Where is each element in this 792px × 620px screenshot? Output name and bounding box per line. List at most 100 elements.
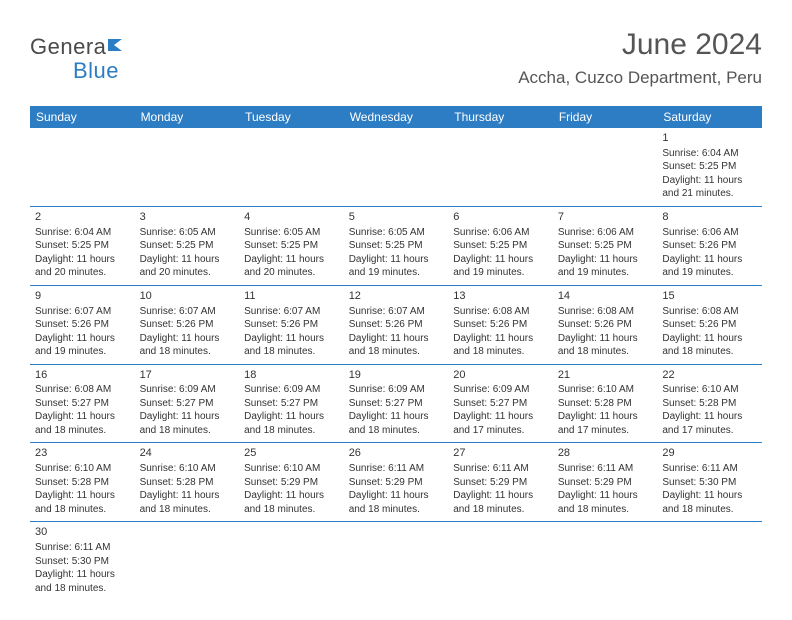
day-number: 17 <box>140 368 235 383</box>
calendar-day-cell: 20Sunrise: 6:09 AMSunset: 5:27 PMDayligh… <box>448 364 553 443</box>
daylight-text: Daylight: 11 hours and 18 minutes. <box>35 489 130 516</box>
sunset-text: Sunset: 5:26 PM <box>662 239 757 253</box>
calendar-empty-cell <box>344 522 449 600</box>
daylight-text: Daylight: 11 hours and 18 minutes. <box>244 489 339 516</box>
calendar-day-cell: 4Sunrise: 6:05 AMSunset: 5:25 PMDaylight… <box>239 206 344 285</box>
day-number: 16 <box>35 368 130 383</box>
day-number: 22 <box>662 368 757 383</box>
calendar-week-row: 30Sunrise: 6:11 AMSunset: 5:30 PMDayligh… <box>30 522 762 600</box>
calendar-day-cell: 3Sunrise: 6:05 AMSunset: 5:25 PMDaylight… <box>135 206 240 285</box>
calendar-day-cell: 18Sunrise: 6:09 AMSunset: 5:27 PMDayligh… <box>239 364 344 443</box>
sunrise-text: Sunrise: 6:07 AM <box>35 305 130 319</box>
sunrise-text: Sunrise: 6:05 AM <box>244 226 339 240</box>
calendar-day-cell: 8Sunrise: 6:06 AMSunset: 5:26 PMDaylight… <box>657 206 762 285</box>
calendar-empty-cell <box>135 128 240 206</box>
calendar-week-row: 2Sunrise: 6:04 AMSunset: 5:25 PMDaylight… <box>30 206 762 285</box>
daylight-text: Daylight: 11 hours and 18 minutes. <box>140 332 235 359</box>
calendar-day-cell: 12Sunrise: 6:07 AMSunset: 5:26 PMDayligh… <box>344 285 449 364</box>
calendar-table: SundayMondayTuesdayWednesdayThursdayFrid… <box>30 106 762 600</box>
day-number: 18 <box>244 368 339 383</box>
sunrise-text: Sunrise: 6:07 AM <box>140 305 235 319</box>
sunset-text: Sunset: 5:30 PM <box>662 476 757 490</box>
calendar-day-cell: 28Sunrise: 6:11 AMSunset: 5:29 PMDayligh… <box>553 443 658 522</box>
calendar-day-cell: 23Sunrise: 6:10 AMSunset: 5:28 PMDayligh… <box>30 443 135 522</box>
calendar-empty-cell <box>30 128 135 206</box>
calendar-week-row: 16Sunrise: 6:08 AMSunset: 5:27 PMDayligh… <box>30 364 762 443</box>
sunrise-text: Sunrise: 6:09 AM <box>349 383 444 397</box>
weekday-header: Thursday <box>448 106 553 128</box>
sunset-text: Sunset: 5:27 PM <box>453 397 548 411</box>
sunset-text: Sunset: 5:27 PM <box>140 397 235 411</box>
sunrise-text: Sunrise: 6:08 AM <box>662 305 757 319</box>
sunset-text: Sunset: 5:25 PM <box>35 239 130 253</box>
sunrise-text: Sunrise: 6:09 AM <box>244 383 339 397</box>
sunrise-text: Sunrise: 6:06 AM <box>662 226 757 240</box>
day-number: 30 <box>35 525 130 540</box>
calendar-day-cell: 9Sunrise: 6:07 AMSunset: 5:26 PMDaylight… <box>30 285 135 364</box>
calendar-empty-cell <box>553 522 658 600</box>
daylight-text: Daylight: 11 hours and 18 minutes. <box>35 568 130 595</box>
sunset-text: Sunset: 5:27 PM <box>244 397 339 411</box>
day-number: 7 <box>558 210 653 225</box>
sunset-text: Sunset: 5:28 PM <box>558 397 653 411</box>
calendar-day-cell: 22Sunrise: 6:10 AMSunset: 5:28 PMDayligh… <box>657 364 762 443</box>
day-number: 23 <box>35 446 130 461</box>
daylight-text: Daylight: 11 hours and 18 minutes. <box>558 332 653 359</box>
daylight-text: Daylight: 11 hours and 18 minutes. <box>453 489 548 516</box>
sunrise-text: Sunrise: 6:10 AM <box>35 462 130 476</box>
sunset-text: Sunset: 5:26 PM <box>662 318 757 332</box>
daylight-text: Daylight: 11 hours and 18 minutes. <box>35 410 130 437</box>
sunrise-text: Sunrise: 6:08 AM <box>35 383 130 397</box>
daylight-text: Daylight: 11 hours and 20 minutes. <box>244 253 339 280</box>
sunset-text: Sunset: 5:25 PM <box>453 239 548 253</box>
weekday-header: Monday <box>135 106 240 128</box>
day-number: 8 <box>662 210 757 225</box>
day-number: 29 <box>662 446 757 461</box>
day-number: 5 <box>349 210 444 225</box>
sunset-text: Sunset: 5:28 PM <box>35 476 130 490</box>
day-number: 4 <box>244 210 339 225</box>
calendar-empty-cell <box>448 128 553 206</box>
day-number: 14 <box>558 289 653 304</box>
sunset-text: Sunset: 5:25 PM <box>558 239 653 253</box>
daylight-text: Daylight: 11 hours and 17 minutes. <box>453 410 548 437</box>
daylight-text: Daylight: 11 hours and 20 minutes. <box>35 253 130 280</box>
daylight-text: Daylight: 11 hours and 18 minutes. <box>558 489 653 516</box>
day-number: 21 <box>558 368 653 383</box>
daylight-text: Daylight: 11 hours and 19 minutes. <box>662 253 757 280</box>
calendar-empty-cell <box>239 128 344 206</box>
day-number: 11 <box>244 289 339 304</box>
logo: Genera <box>30 34 129 60</box>
calendar-day-cell: 21Sunrise: 6:10 AMSunset: 5:28 PMDayligh… <box>553 364 658 443</box>
logo-text-part1: Genera <box>30 34 106 60</box>
calendar-day-cell: 11Sunrise: 6:07 AMSunset: 5:26 PMDayligh… <box>239 285 344 364</box>
calendar-day-cell: 7Sunrise: 6:06 AMSunset: 5:25 PMDaylight… <box>553 206 658 285</box>
day-number: 26 <box>349 446 444 461</box>
daylight-text: Daylight: 11 hours and 19 minutes. <box>558 253 653 280</box>
sunset-text: Sunset: 5:28 PM <box>662 397 757 411</box>
location-subtitle: Accha, Cuzco Department, Peru <box>518 68 762 88</box>
daylight-text: Daylight: 11 hours and 19 minutes. <box>35 332 130 359</box>
calendar-day-cell: 19Sunrise: 6:09 AMSunset: 5:27 PMDayligh… <box>344 364 449 443</box>
daylight-text: Daylight: 11 hours and 18 minutes. <box>349 489 444 516</box>
sunset-text: Sunset: 5:26 PM <box>140 318 235 332</box>
daylight-text: Daylight: 11 hours and 21 minutes. <box>662 174 757 201</box>
daylight-text: Daylight: 11 hours and 18 minutes. <box>349 410 444 437</box>
sunset-text: Sunset: 5:29 PM <box>558 476 653 490</box>
day-number: 12 <box>349 289 444 304</box>
daylight-text: Daylight: 11 hours and 17 minutes. <box>558 410 653 437</box>
calendar-day-cell: 30Sunrise: 6:11 AMSunset: 5:30 PMDayligh… <box>30 522 135 600</box>
calendar-day-cell: 5Sunrise: 6:05 AMSunset: 5:25 PMDaylight… <box>344 206 449 285</box>
calendar-day-cell: 13Sunrise: 6:08 AMSunset: 5:26 PMDayligh… <box>448 285 553 364</box>
day-number: 25 <box>244 446 339 461</box>
sunrise-text: Sunrise: 6:10 AM <box>244 462 339 476</box>
sunrise-text: Sunrise: 6:11 AM <box>349 462 444 476</box>
sunrise-text: Sunrise: 6:08 AM <box>558 305 653 319</box>
calendar-day-cell: 6Sunrise: 6:06 AMSunset: 5:25 PMDaylight… <box>448 206 553 285</box>
calendar-day-cell: 2Sunrise: 6:04 AMSunset: 5:25 PMDaylight… <box>30 206 135 285</box>
calendar-day-cell: 26Sunrise: 6:11 AMSunset: 5:29 PMDayligh… <box>344 443 449 522</box>
weekday-header: Saturday <box>657 106 762 128</box>
sunset-text: Sunset: 5:30 PM <box>35 555 130 569</box>
day-number: 9 <box>35 289 130 304</box>
sunrise-text: Sunrise: 6:09 AM <box>140 383 235 397</box>
